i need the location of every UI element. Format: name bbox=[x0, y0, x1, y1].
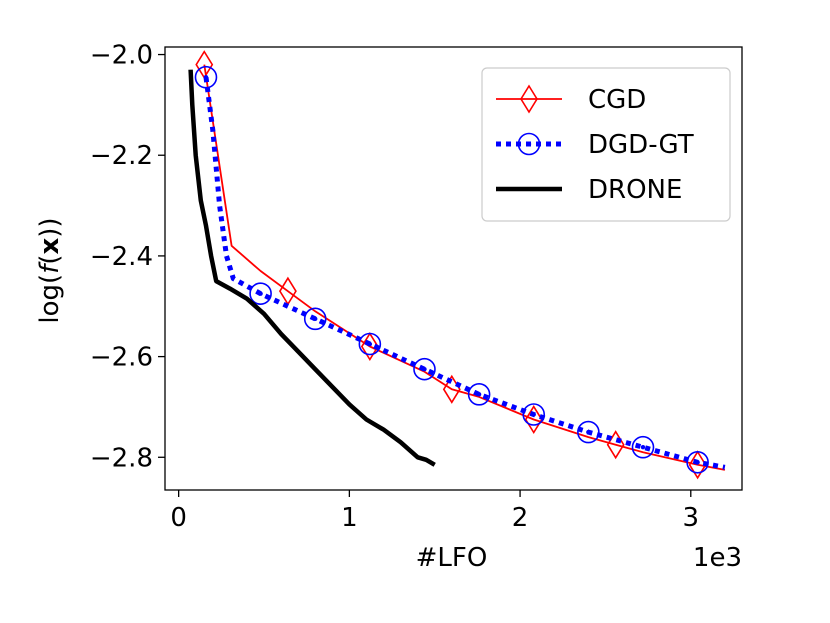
y-tick-label-2: −2.4 bbox=[90, 242, 153, 272]
series-drone bbox=[188, 69, 436, 467]
dgd-gt-marker-9 bbox=[413, 357, 436, 381]
marker-dot bbox=[531, 412, 536, 417]
legend-box bbox=[481, 67, 731, 222]
cgd-marker-9 bbox=[524, 404, 543, 435]
legend: CGD DGD-GT DRONE bbox=[481, 67, 731, 222]
marker-ring bbox=[631, 435, 655, 459]
y-axis-label: log(f(x)) bbox=[35, 217, 65, 323]
cgd-marker-legend bbox=[520, 84, 538, 114]
y-tick-label-1: −2.2 bbox=[90, 141, 153, 171]
marker-dot bbox=[313, 316, 318, 322]
x-offset-label: 1e3 bbox=[693, 543, 742, 573]
dgd-gt-marker-11 bbox=[522, 403, 546, 426]
plot-area bbox=[188, 50, 726, 480]
dgd-gt-marker-0 bbox=[194, 65, 218, 89]
marker-ring bbox=[358, 332, 382, 356]
cgd-line bbox=[203, 64, 726, 471]
legend-item-drone: DRONE bbox=[496, 175, 682, 205]
axes: 0 1 2 3 −2.0 −2.2 −2.4 −2.6 −2.8 #LFO 1e3 log(f(x)) bbox=[35, 41, 743, 573]
marker-ring bbox=[577, 420, 600, 444]
y-axis-label-part-0: log( bbox=[35, 274, 65, 324]
marker-dot bbox=[422, 366, 427, 372]
marker-ring bbox=[413, 357, 436, 381]
axes-frame bbox=[164, 46, 743, 491]
series-dgd-gt bbox=[194, 65, 726, 474]
marker-dot bbox=[476, 392, 482, 397]
y-axis-label-part-4: )) bbox=[35, 217, 65, 237]
dgd-gt-marker-14 bbox=[686, 451, 709, 474]
marker-ring bbox=[686, 451, 709, 474]
dgd-gt-marker-12 bbox=[577, 420, 600, 444]
marker-dot bbox=[586, 429, 591, 435]
cgd-marker-5 bbox=[360, 332, 379, 362]
x-tick-label-0: 0 bbox=[170, 503, 187, 533]
marker-dot bbox=[695, 460, 700, 465]
marker-ring bbox=[303, 307, 327, 331]
marker-dot bbox=[526, 141, 532, 147]
dgd-gt-marker-legend bbox=[517, 132, 541, 156]
x-tick-label-1: 1 bbox=[341, 503, 358, 533]
legend-label: DRONE bbox=[588, 175, 682, 205]
y-tick-label-0: −2.0 bbox=[90, 41, 153, 71]
marker-dot bbox=[367, 341, 373, 347]
marker-dot bbox=[640, 445, 646, 450]
x-tick-label-2: 2 bbox=[512, 503, 529, 533]
marker-ring bbox=[522, 403, 546, 426]
marker-ring bbox=[194, 65, 218, 89]
y-tick-label-4: −2.8 bbox=[90, 443, 153, 473]
dgd-gt-marker-7 bbox=[303, 307, 327, 331]
dgd-gt-marker-8 bbox=[358, 332, 382, 356]
y-axis-label-part-2: ( bbox=[35, 254, 65, 264]
y-axis-label-part-3: x bbox=[35, 237, 65, 254]
y-tick-label-3: −2.6 bbox=[90, 343, 153, 373]
dgd-gt-marker-10 bbox=[467, 383, 491, 406]
legend-label: DGD-GT bbox=[588, 130, 694, 160]
x-axis-label: #LFO bbox=[416, 543, 488, 573]
drone-line bbox=[188, 69, 436, 467]
cgd-marker-13 bbox=[688, 450, 707, 480]
legend-label: CGD bbox=[588, 85, 646, 115]
marker-ring bbox=[517, 132, 541, 156]
x-tick-label-3: 3 bbox=[683, 503, 700, 533]
legend-item-dgd-gt: DGD-GT bbox=[496, 130, 694, 160]
marker-ring bbox=[249, 282, 272, 305]
legend-item-cgd: CGD bbox=[496, 84, 646, 115]
marker-dot bbox=[203, 75, 209, 80]
dgd-gt-line bbox=[203, 76, 726, 470]
dgd-gt-marker-13 bbox=[631, 435, 655, 459]
marker-ring bbox=[467, 383, 491, 406]
dgd-gt-marker-5 bbox=[249, 282, 272, 305]
marker-dot bbox=[258, 291, 263, 296]
